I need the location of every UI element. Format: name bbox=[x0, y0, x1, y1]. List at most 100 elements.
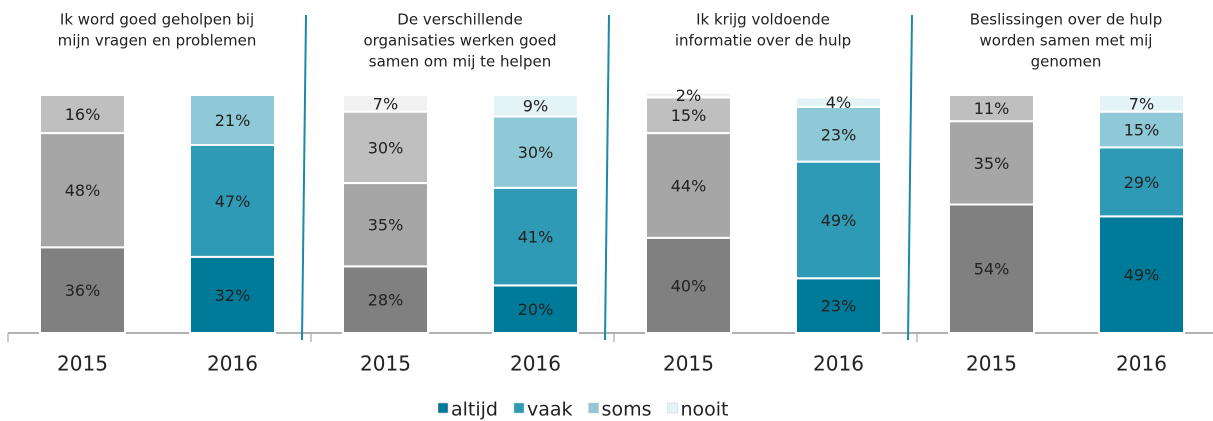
percent-sign: % bbox=[235, 285, 250, 304]
value-number: 29 bbox=[1124, 172, 1144, 191]
panel-title: informatie over de hulp bbox=[675, 32, 851, 50]
percent-sign: % bbox=[538, 227, 553, 246]
panel-title: Beslissingen over de hulp bbox=[970, 11, 1162, 29]
legend-label: vaak bbox=[527, 399, 573, 421]
bar-segment bbox=[1098, 110, 1185, 149]
legend-swatch bbox=[437, 402, 449, 414]
percent-sign: % bbox=[836, 93, 851, 112]
value-label: 7% bbox=[373, 94, 398, 113]
value-label: 23% bbox=[821, 125, 857, 144]
value-number: 7 bbox=[373, 94, 383, 113]
percent-sign: % bbox=[841, 125, 856, 144]
panel-title: worden samen met mij bbox=[980, 32, 1153, 50]
value-number: 49 bbox=[821, 210, 841, 229]
percent-sign: % bbox=[538, 300, 553, 319]
value-label: 32% bbox=[215, 285, 251, 304]
bar-segment bbox=[948, 94, 1035, 123]
x-tick-label: 2016 bbox=[813, 352, 864, 376]
panel-title: mijn vragen en problemen bbox=[58, 32, 257, 50]
value-label: 16% bbox=[65, 105, 101, 124]
value-label: 28% bbox=[368, 290, 404, 309]
percent-sign: % bbox=[994, 259, 1009, 278]
percent-sign: % bbox=[691, 276, 706, 295]
bar-segment bbox=[1098, 94, 1185, 113]
percent-sign: % bbox=[1144, 172, 1159, 191]
bar-segment bbox=[1098, 215, 1185, 335]
percent-sign: % bbox=[388, 138, 403, 157]
divider bbox=[907, 14, 913, 341]
value-number: 40 bbox=[671, 276, 691, 295]
value-label: 49% bbox=[1124, 265, 1160, 284]
value-number: 35 bbox=[974, 153, 994, 172]
bar-segment bbox=[39, 246, 126, 335]
value-number: 32 bbox=[215, 285, 235, 304]
value-label: 36% bbox=[65, 281, 101, 300]
value-label: 15% bbox=[671, 106, 707, 125]
value-label: 23% bbox=[821, 296, 857, 315]
value-label: 47% bbox=[215, 191, 251, 210]
value-number: 11 bbox=[974, 99, 994, 118]
panel-title: Ik word goed geholpen bij bbox=[60, 11, 254, 29]
percent-sign: % bbox=[235, 110, 250, 129]
percent-sign: % bbox=[85, 105, 100, 124]
value-number: 20 bbox=[518, 300, 538, 319]
value-number: 9 bbox=[523, 96, 533, 115]
value-number: 49 bbox=[1124, 265, 1144, 284]
percent-sign: % bbox=[85, 281, 100, 300]
percent-sign: % bbox=[1144, 120, 1159, 139]
value-label: 48% bbox=[65, 181, 101, 200]
bar-segment bbox=[645, 236, 732, 334]
value-number: 21 bbox=[215, 110, 235, 129]
panel-title: organisaties werken goed bbox=[363, 32, 556, 50]
value-number: 4 bbox=[826, 93, 836, 112]
value-number: 15 bbox=[1124, 120, 1144, 139]
percent-sign: % bbox=[994, 99, 1009, 118]
panel-title: samen om mij te helpen bbox=[369, 53, 551, 71]
value-number: 23 bbox=[821, 125, 841, 144]
percent-sign: % bbox=[686, 86, 701, 105]
value-number: 7 bbox=[1129, 94, 1139, 113]
legend-label: soms bbox=[602, 399, 652, 421]
x-tick-label: 2015 bbox=[57, 352, 108, 376]
legend-swatch bbox=[588, 402, 599, 414]
value-label: 15% bbox=[1124, 120, 1160, 139]
percent-sign: % bbox=[388, 290, 403, 309]
value-number: 36 bbox=[65, 281, 85, 300]
value-number: 47 bbox=[215, 191, 235, 210]
percent-sign: % bbox=[533, 96, 548, 115]
value-number: 2 bbox=[676, 86, 686, 105]
value-label: 30% bbox=[518, 143, 554, 162]
value-label: 4% bbox=[826, 93, 851, 112]
value-number: 54 bbox=[974, 259, 994, 278]
x-tick-label: 2016 bbox=[510, 352, 561, 376]
value-label: 35% bbox=[974, 153, 1010, 172]
value-label: 35% bbox=[368, 215, 404, 234]
value-label: 9% bbox=[523, 96, 548, 115]
legend-label: altijd bbox=[451, 399, 498, 421]
bar-segment bbox=[492, 94, 579, 118]
percent-sign: % bbox=[235, 191, 250, 210]
x-tick-label: 2015 bbox=[966, 352, 1017, 376]
value-label: 7% bbox=[1129, 94, 1154, 113]
bar-segment bbox=[492, 284, 579, 334]
value-number: 48 bbox=[65, 181, 85, 200]
bar-segment bbox=[39, 94, 126, 135]
bar-segment bbox=[189, 94, 276, 146]
percent-sign: % bbox=[85, 181, 100, 200]
value-label: 20% bbox=[518, 300, 554, 319]
bar-segment bbox=[645, 132, 732, 239]
value-number: 30 bbox=[368, 138, 388, 157]
value-number: 23 bbox=[821, 296, 841, 315]
percent-sign: % bbox=[538, 143, 553, 162]
percent-sign: % bbox=[388, 215, 403, 234]
value-label: 40% bbox=[671, 276, 707, 295]
value-label: 54% bbox=[974, 259, 1010, 278]
percent-sign: % bbox=[841, 210, 856, 229]
percent-sign: % bbox=[691, 176, 706, 195]
divider bbox=[301, 14, 307, 341]
bar-segment bbox=[795, 277, 882, 335]
panel-title: genomen bbox=[1031, 53, 1102, 71]
x-tick-label: 2016 bbox=[207, 352, 258, 376]
bar-segment bbox=[342, 265, 429, 334]
